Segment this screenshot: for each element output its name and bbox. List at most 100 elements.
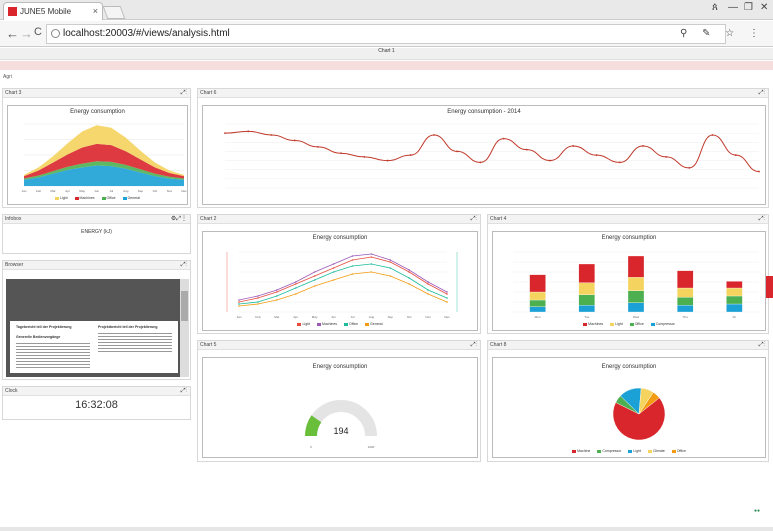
panel-menu-icon[interactable]: ⤢⋮	[470, 342, 477, 348]
page-header: Chart 1	[0, 48, 773, 60]
data-point	[370, 256, 373, 258]
area-legend: Light Machines Office General	[8, 196, 187, 200]
panel-menu-icon[interactable]: ⤢⋮	[758, 90, 765, 96]
bar-segment-machines	[726, 281, 743, 289]
panel-header: Chart 3 ⤢⋮	[3, 89, 190, 98]
legend-item[interactable]: Office	[671, 449, 686, 453]
stacked-bar-chart-svg: Mon Tue Wed Thu Fri	[513, 251, 759, 319]
data-point	[618, 161, 621, 164]
legend-item[interactable]: Office	[344, 322, 358, 326]
bar-segment-light	[529, 291, 546, 301]
legend-item[interactable]: General	[365, 322, 383, 326]
document-scrollbar[interactable]	[180, 279, 189, 377]
legend-item[interactable]: Light	[628, 449, 641, 453]
gauge-min-label: 0	[310, 445, 312, 449]
back-icon[interactable]: ←	[6, 26, 19, 41]
data-point	[276, 291, 278, 293]
legend-item[interactable]: Climate	[647, 449, 665, 453]
data-point	[257, 295, 259, 297]
panel-menu-icon[interactable]: ⤢⋮	[180, 388, 187, 394]
bar-segment-office	[529, 299, 546, 307]
x-tick-label: Jul	[351, 315, 355, 319]
panel-menu-icon[interactable]: ⤢⋮	[470, 216, 477, 222]
panel-chart-6: Chart 6 ⤢⋮ Energy consumption - 2014	[197, 88, 769, 208]
legend-item[interactable]: Light	[297, 322, 310, 326]
panel-header: Chart 6 ⤢⋮	[198, 89, 768, 98]
panel-menu-icon[interactable]: ⤢⋮	[758, 216, 765, 222]
x-tick-label: Feb	[36, 189, 42, 193]
gauge-chart-svg: 194 0 1000	[305, 400, 377, 449]
data-point	[294, 283, 297, 285]
bar-segment-light	[726, 287, 743, 297]
data-point	[665, 156, 668, 158]
maximize-button[interactable]: ❐	[744, 2, 753, 13]
data-point	[313, 275, 316, 277]
chart-title: Energy consumption	[312, 235, 368, 241]
chart-title: Energy consumption - 2014	[447, 109, 521, 115]
legend-item[interactable]: Machines	[317, 322, 337, 326]
bar-segment-light	[627, 277, 645, 291]
panel-menu-icon[interactable]: ⤢⋮	[180, 262, 187, 268]
browser-titlebar: JUNE5 Mobile × ጰ — ❐ ✕	[0, 0, 773, 20]
data-point	[427, 281, 429, 283]
gauge-max-label: 1000	[368, 445, 375, 449]
legend-item[interactable]: General	[122, 196, 140, 200]
panel-clock: Clock ⤢⋮ 16:32:08	[2, 386, 191, 420]
line-chart-svg	[224, 123, 760, 189]
side-drawer-tab[interactable]	[766, 276, 773, 298]
line-series-light	[238, 256, 448, 303]
legend-item[interactable]: Compressor	[597, 449, 621, 453]
legend-item[interactable]: Office	[101, 196, 116, 200]
x-tick-label: Aug	[369, 315, 375, 319]
legend-item[interactable]: Compressor	[650, 322, 675, 326]
profile-icon[interactable]: ጰ	[712, 2, 718, 13]
browser-tab[interactable]: JUNE5 Mobile ×	[3, 2, 103, 20]
legend-item[interactable]: Light	[54, 196, 68, 200]
new-tab-button[interactable]	[102, 6, 126, 19]
data-point	[351, 265, 354, 267]
bar-segment-compressor	[627, 302, 645, 313]
chart-title: Energy consumption	[70, 109, 125, 115]
panel-menu-icon[interactable]: ⚙⤢⋮	[170, 216, 187, 222]
close-tab-icon[interactable]: ×	[92, 6, 98, 16]
area-chart: Energy consumption Jan Feb Mar Apr May Jun Jul…	[7, 105, 188, 205]
data-point	[363, 156, 366, 158]
data-point	[351, 259, 354, 261]
chart-title: Energy consumption	[601, 364, 657, 370]
data-point	[247, 130, 250, 133]
bar-segment-machines	[677, 270, 694, 289]
data-point	[408, 271, 410, 273]
data-point	[257, 301, 259, 303]
minimize-button[interactable]: —	[728, 2, 738, 13]
x-tick-label: Jan	[237, 315, 242, 319]
data-point	[276, 295, 278, 297]
x-tick-label: Fri	[733, 315, 737, 319]
browser-tool-icons[interactable]: ⚲ ✎ ☆ ⋮	[679, 28, 765, 39]
data-point	[257, 297, 259, 299]
legend-item[interactable]: Machines	[583, 322, 603, 326]
legend-item[interactable]: Machines	[74, 196, 95, 200]
panel-menu-icon[interactable]: ⤢⋮	[180, 90, 187, 96]
pie-chart-svg	[612, 387, 666, 441]
close-window-button[interactable]: ✕	[760, 2, 769, 13]
x-tick-label: May	[312, 315, 318, 319]
data-point	[316, 145, 319, 148]
data-point	[758, 170, 760, 173]
x-tick-label: Aug	[123, 189, 129, 193]
line-series-machines	[238, 253, 448, 301]
data-point	[224, 132, 226, 135]
x-tick-label: May	[79, 189, 85, 193]
forward-icon[interactable]: →	[20, 26, 33, 41]
x-tick-label: Oct	[407, 315, 412, 319]
legend-item[interactable]: Light	[610, 322, 623, 326]
url-input[interactable]: localhost:20003/#/views/analysis.html ⚲ …	[46, 24, 759, 44]
x-tick-label: Mon	[535, 315, 541, 319]
legend-item[interactable]: Machine	[572, 449, 590, 453]
status-icon: ●●	[754, 508, 761, 514]
legend-item[interactable]: Office	[629, 322, 644, 326]
area-series-light	[24, 125, 184, 177]
reload-icon[interactable]: C	[34, 26, 42, 38]
site-info-icon[interactable]	[51, 29, 60, 38]
panel-menu-icon[interactable]: ⤢⋮	[758, 342, 765, 348]
scrollbar-thumb[interactable]	[181, 291, 188, 321]
